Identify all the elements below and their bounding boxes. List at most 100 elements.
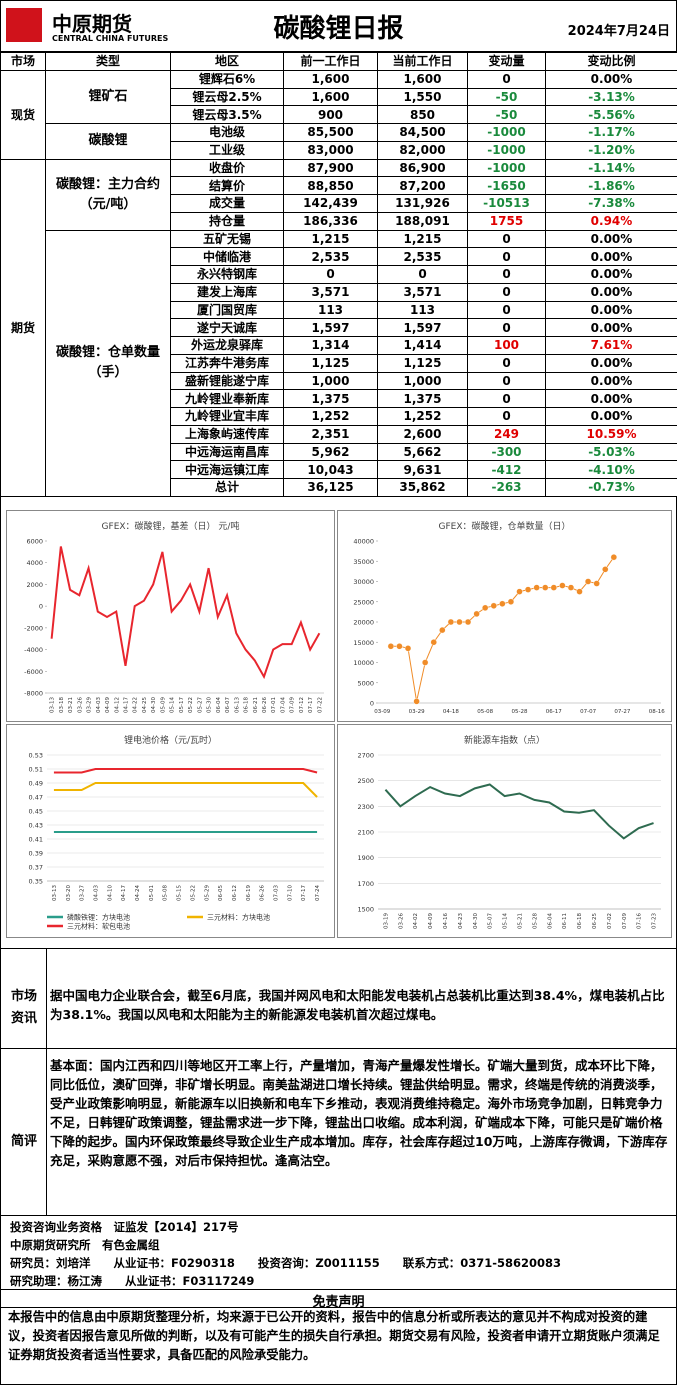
series-line — [390, 556, 615, 702]
table-cell: 工业级 — [170, 140, 284, 160]
chart: 新能源车指数（点） 1500 1700 1900 2100 2300 2500 2700 03-… — [337, 724, 672, 938]
table-cell: 遂宁天诚库 — [170, 318, 284, 337]
x-tick-label: 07-03 — [274, 885, 280, 901]
x-tick-label: 07-02 — [607, 913, 613, 929]
table-cell: 永兴特钢库 — [170, 265, 284, 284]
table-cell: 113 — [377, 300, 468, 320]
chart: GFEX：碳酸锂，基差（日） 元/吨 -8000 -6000 -4000 -2000 0 2… — [6, 510, 335, 722]
table-cell: 0 — [377, 265, 468, 284]
table-cell: 0.00% — [545, 389, 677, 408]
table-cell: 0.00% — [545, 247, 677, 266]
table-cell: 10,043 — [283, 460, 378, 479]
table-cell: 86,900 — [377, 158, 468, 178]
y-tick-label: 6000 — [26, 538, 43, 546]
x-tick-label: 06-04 — [216, 697, 222, 713]
column-header: 当前工作日 — [377, 52, 468, 71]
table-cell: 0 — [283, 265, 378, 284]
table-cell: 36,125 — [283, 478, 378, 497]
table-cell: -1.86% — [545, 176, 677, 195]
y-tick-label: 30000 — [353, 578, 374, 586]
y-tick-label: 0.35 — [29, 878, 43, 886]
x-tick-label: 04-22 — [133, 697, 139, 713]
table-cell: 1,375 — [377, 389, 468, 408]
x-tick-label: 04-09 — [428, 913, 434, 929]
y-tick-label: 2300 — [357, 803, 374, 811]
series-line — [53, 768, 318, 774]
type-cell: 碳酸锂：主力合约（元/吨） — [45, 158, 171, 231]
table-cell: -1.20% — [545, 140, 677, 160]
footer-line: 研究助理：杨江涛 从业证书：F03117249 — [10, 1274, 255, 1288]
x-tick-label: 05-21 — [518, 913, 524, 929]
point — [567, 584, 575, 591]
point — [481, 604, 489, 612]
point — [542, 584, 549, 591]
x-tick-label: 05-30 — [207, 697, 213, 713]
table-cell: -3.13% — [545, 87, 677, 107]
table-cell: 1,600 — [283, 69, 378, 89]
chart-title: GFEX：碳酸锂，基差（日） 元/吨 — [102, 520, 240, 532]
point — [524, 586, 532, 593]
x-tick-label: 08-16 — [649, 709, 665, 715]
y-tick-label: 1700 — [357, 880, 374, 888]
table-cell: 1,314 — [283, 336, 378, 355]
y-tick-label: 0.49 — [29, 780, 43, 788]
table-cell: 锂云母2.5% — [170, 87, 284, 107]
table-cell: 0 — [467, 69, 546, 89]
x-tick-label: 06-19 — [246, 885, 252, 901]
table-cell: 0.94% — [545, 211, 677, 231]
table-cell: 1,125 — [377, 353, 468, 373]
comment-text: 基本面：国内江西和四川等地区开工率上行，产量增加，青海产量爆发性增长。矿端大量到… — [50, 1058, 668, 1168]
y-tick-label: 2000 — [26, 581, 43, 589]
table-cell: 84,500 — [377, 123, 468, 142]
point — [404, 645, 412, 652]
footer-line: 研究员：刘培洋 从业证书：F0290318 投资咨询：Z0011155 联系方式… — [10, 1256, 562, 1270]
table-row: 成交量 142,439 131,926 -10513 -7.38% — [1, 194, 677, 213]
y-tick-label: 0.51 — [29, 766, 43, 774]
table-cell: 88,850 — [283, 176, 378, 195]
table-cell: 0 — [467, 389, 546, 408]
table-cell: 0 — [467, 229, 546, 249]
table-cell: 江苏奔牛港务库 — [170, 353, 284, 373]
news-label: 市场资讯 — [10, 989, 37, 1026]
table-cell: -0.73% — [545, 478, 677, 497]
table-row: 现货 锂矿石 锂辉石6% 1,600 1,600 0 0.00% — [0, 69, 677, 160]
x-tick-label: 06-26 — [262, 697, 268, 713]
table-cell: 0 — [467, 371, 546, 391]
table-cell: 1,215 — [377, 229, 468, 249]
x-tick-label: 07-07 — [580, 709, 596, 715]
table-row: 持仓量 186,336 188,091 1755 0.94% — [1, 211, 677, 231]
table-cell: 3,571 — [283, 282, 378, 302]
table-cell: 中远海运镇江库 — [170, 460, 284, 479]
table-cell: 82,000 — [377, 140, 468, 160]
data-table: 市场 类型 地区 前一工作日 当前工作日 变动量 变动比例 现货 锂矿石 锂辉石6% 1,600 1,… — [0, 52, 677, 497]
column-header: 变动比例 — [545, 52, 677, 71]
table-row: 九岭锂业奉新库 1,375 1,375 0 0.00% — [1, 389, 677, 408]
table-cell: 5,962 — [283, 442, 378, 462]
x-tick-label: 06-13 — [234, 697, 240, 713]
table-cell: -412 — [467, 460, 546, 479]
table-cell: 9,631 — [377, 460, 468, 479]
point — [516, 588, 523, 595]
x-tick-label: 06-07 — [225, 697, 231, 713]
x-tick-label: 04-17 — [123, 697, 129, 713]
y-tick-label: -6000 — [24, 668, 43, 676]
table-cell: 厦门国贸库 — [170, 300, 284, 320]
legend-label: 三元材料：软包电池 — [67, 922, 130, 931]
divider — [0, 1215, 677, 1216]
table-cell: 186,336 — [283, 211, 378, 231]
x-tick-label: 06-17 — [546, 709, 562, 715]
point — [610, 554, 618, 561]
point — [421, 659, 429, 666]
table-cell: 外运龙泉驿库 — [170, 336, 284, 355]
chart-title: 新能源车指数（点） — [464, 734, 545, 746]
table-cell: -50 — [467, 87, 546, 107]
table-cell: 2,351 — [283, 424, 378, 444]
y-tick-label: 2700 — [357, 752, 374, 760]
x-tick-label: 07-12 — [299, 697, 305, 713]
point — [439, 626, 446, 634]
table-row: 碳酸锂 电池级 85,500 84,500 -1000 -1.17% — [1, 123, 677, 160]
x-tick-label: 03-18 — [59, 697, 65, 713]
table-cell: -1000 — [467, 158, 546, 178]
chart-title: GFEX：碳酸锂，仓单数量（日） — [438, 520, 570, 532]
x-tick-label: 04-16 — [443, 913, 449, 929]
